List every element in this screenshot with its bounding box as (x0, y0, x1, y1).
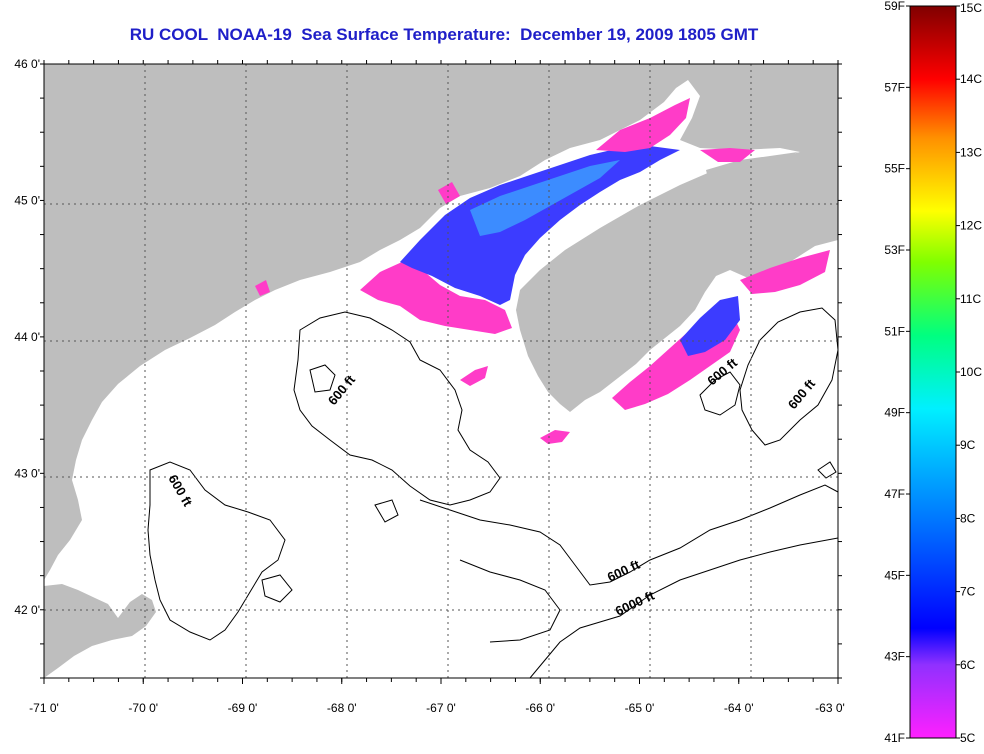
sst-pink-spot-2 (540, 430, 570, 444)
colorbar-fahrenheit-label: 55F (884, 162, 905, 176)
colorbar: 59F 57F 55F 53F 51F 49F 47F 45F 43F 41F 15C 14C 13C 1… (884, 0, 982, 745)
map-grid (44, 64, 838, 678)
colorbar-fahrenheit-label: 47F (884, 487, 905, 501)
sst-pink-ns-north (700, 148, 755, 162)
colorbar-celsius-label: 11C (960, 292, 981, 306)
sst-blue-ns-shore (680, 296, 740, 356)
lon-tick-label: -71 0' (29, 701, 59, 715)
sst-lightblue-core (470, 160, 620, 236)
lon-tick-label: -66 0' (525, 701, 555, 715)
lon-tick-label: -65 0' (625, 701, 655, 715)
lat-tick-label: 43 0' (14, 466, 40, 480)
sst-pink-upper-fundy (596, 98, 690, 152)
contour-600ft-georges-north (459, 559, 561, 643)
sst-pink-ns-east (740, 250, 830, 294)
land-cape-cod (44, 584, 156, 678)
colorbar-fahrenheit-label: 41F (884, 731, 905, 745)
lon-tick-label: -64 0' (724, 701, 754, 715)
colorbar-fahrenheit-label: 49F (884, 406, 905, 420)
colorbar-fahrenheit-label: 43F (884, 650, 905, 664)
colorbar-celsius-label: 13C (960, 145, 982, 159)
lat-tick-label: 42 0' (14, 603, 40, 617)
colorbar-celsius-label: 14C (960, 72, 982, 86)
bathymetry-contours (147, 307, 838, 678)
contour-shelf-small (374, 499, 399, 523)
longitude-axis: -71 0' -70 0' -69 0' -68 0' -67 0' -66 0' -65 … (29, 60, 845, 715)
contour-600ft-west (147, 461, 286, 641)
map-title: RU COOL NOAA-19 Sea Surface Temperature:… (129, 25, 759, 44)
colorbar-fahrenheit-label: 59F (884, 0, 905, 13)
contour-600ft-ns-east (739, 307, 838, 446)
sst-pink-spot-1 (460, 366, 488, 386)
sst-pink-spot-3 (438, 182, 460, 204)
contour-600ft-georges (419, 484, 838, 586)
contour-600ft-basin (309, 364, 336, 393)
lon-tick-label: -63 0' (815, 701, 845, 715)
sst-pink-spot-4 (255, 280, 270, 296)
colorbar-celsius-label: 6C (960, 658, 976, 672)
lon-tick-label: -68 0' (327, 701, 357, 715)
sst-blue-bay-of-fundy (400, 146, 680, 305)
lat-tick-label: 46 0' (14, 57, 40, 71)
colorbar-labels: 59F 57F 55F 53F 51F 49F 47F 45F 43F 41F 15C 14C 13C 1… (884, 0, 982, 745)
lat-tick-label: 45 0' (14, 193, 40, 207)
colorbar-celsius-label: 7C (960, 585, 976, 599)
colorbar-gradient (909, 5, 957, 739)
colorbar-celsius-label: 15C (960, 1, 982, 15)
colorbar-celsius-label: 12C (960, 219, 982, 233)
colorbar-fahrenheit-label: 53F (884, 243, 905, 257)
contour-shelf-small-3 (817, 461, 837, 479)
lon-tick-label: -67 0' (426, 701, 456, 715)
colorbar-celsius-label: 9C (960, 438, 976, 452)
lon-tick-label: -70 0' (128, 701, 158, 715)
contour-6000ft (529, 537, 838, 678)
contour-600ft-ns-mid (699, 371, 741, 416)
contour-600ft-central (293, 311, 501, 506)
lon-tick-label: -69 0' (228, 701, 258, 715)
colorbar-fahrenheit-label: 45F (884, 568, 905, 582)
lat-tick-label: 44 0' (14, 330, 40, 344)
sst-pink-gulf (360, 262, 512, 334)
colorbar-celsius-label: 5C (960, 731, 976, 745)
contour-shelf-small-2 (261, 574, 293, 603)
land-nova-scotia (516, 140, 838, 412)
colorbar-fahrenheit-label: 51F (884, 324, 905, 338)
latitude-axis: 46 0' 45 0' 44 0' 43 0' 42 0' (14, 57, 842, 679)
colorbar-fahrenheit-label: 57F (884, 80, 905, 94)
land-cape-breton (706, 152, 798, 186)
land-mainland (44, 64, 838, 580)
colorbar-celsius-label: 8C (960, 511, 976, 525)
colorbar-celsius-label: 10C (960, 365, 982, 379)
